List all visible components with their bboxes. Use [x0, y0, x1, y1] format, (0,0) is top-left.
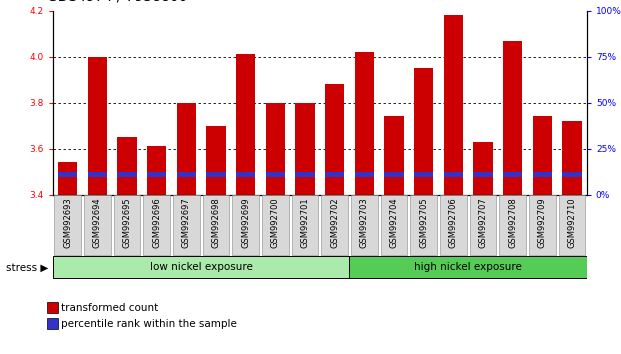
- Bar: [473, 172, 492, 177]
- Text: GSM992698: GSM992698: [212, 198, 220, 249]
- FancyBboxPatch shape: [350, 256, 587, 279]
- Bar: [503, 172, 522, 177]
- Bar: [88, 172, 107, 177]
- Bar: [325, 84, 344, 195]
- Text: GSM992705: GSM992705: [419, 198, 428, 249]
- Bar: [117, 172, 137, 177]
- Text: GSM992703: GSM992703: [360, 198, 369, 249]
- FancyBboxPatch shape: [529, 195, 556, 255]
- FancyBboxPatch shape: [84, 195, 111, 255]
- Text: GSM992704: GSM992704: [389, 198, 399, 249]
- Bar: [296, 172, 315, 177]
- Bar: [147, 172, 166, 177]
- Bar: [384, 116, 404, 195]
- Bar: [325, 172, 344, 177]
- FancyBboxPatch shape: [262, 195, 289, 255]
- Text: low nickel exposure: low nickel exposure: [150, 262, 253, 272]
- FancyBboxPatch shape: [53, 256, 350, 279]
- Bar: [266, 103, 285, 195]
- FancyBboxPatch shape: [232, 195, 259, 255]
- Text: stress ▶: stress ▶: [6, 262, 48, 272]
- Bar: [355, 52, 374, 195]
- Bar: [414, 172, 433, 177]
- FancyBboxPatch shape: [440, 195, 467, 255]
- Bar: [563, 121, 582, 195]
- Bar: [296, 103, 315, 195]
- Bar: [563, 172, 582, 177]
- Bar: [533, 172, 552, 177]
- Bar: [176, 103, 196, 195]
- Bar: [443, 172, 463, 177]
- Text: GSM992697: GSM992697: [182, 198, 191, 249]
- Bar: [414, 68, 433, 195]
- Text: high nickel exposure: high nickel exposure: [414, 262, 522, 272]
- Text: GSM992708: GSM992708: [508, 198, 517, 249]
- Bar: [176, 172, 196, 177]
- Text: percentile rank within the sample: percentile rank within the sample: [61, 319, 237, 329]
- Bar: [355, 172, 374, 177]
- Bar: [88, 57, 107, 195]
- Text: GSM992700: GSM992700: [271, 198, 280, 249]
- FancyBboxPatch shape: [499, 195, 526, 255]
- Bar: [443, 15, 463, 195]
- Bar: [266, 172, 285, 177]
- Text: GSM992693: GSM992693: [63, 198, 72, 249]
- FancyBboxPatch shape: [202, 195, 229, 255]
- FancyBboxPatch shape: [351, 195, 378, 255]
- Text: GSM992709: GSM992709: [538, 198, 547, 249]
- Bar: [236, 54, 255, 195]
- Bar: [58, 162, 77, 195]
- Text: transformed count: transformed count: [61, 303, 159, 313]
- FancyBboxPatch shape: [559, 195, 586, 255]
- Bar: [473, 142, 492, 195]
- Text: GDS4974 / 7938800: GDS4974 / 7938800: [47, 0, 187, 4]
- FancyBboxPatch shape: [292, 195, 319, 255]
- Bar: [147, 146, 166, 195]
- Text: GSM992701: GSM992701: [301, 198, 309, 249]
- FancyBboxPatch shape: [54, 195, 81, 255]
- FancyBboxPatch shape: [410, 195, 437, 255]
- FancyBboxPatch shape: [114, 195, 140, 255]
- Text: GSM992707: GSM992707: [479, 198, 487, 249]
- Text: GSM992696: GSM992696: [152, 198, 161, 249]
- Bar: [503, 40, 522, 195]
- FancyBboxPatch shape: [469, 195, 496, 255]
- Bar: [206, 172, 225, 177]
- Text: GSM992710: GSM992710: [568, 198, 576, 249]
- FancyBboxPatch shape: [381, 195, 407, 255]
- Bar: [236, 172, 255, 177]
- Bar: [533, 116, 552, 195]
- Bar: [117, 137, 137, 195]
- Text: GSM992694: GSM992694: [93, 198, 102, 249]
- FancyBboxPatch shape: [143, 195, 170, 255]
- Bar: [58, 172, 77, 177]
- Text: GSM992702: GSM992702: [330, 198, 339, 249]
- Text: GSM992699: GSM992699: [241, 198, 250, 249]
- Bar: [206, 126, 225, 195]
- FancyBboxPatch shape: [173, 195, 200, 255]
- Bar: [384, 172, 404, 177]
- FancyBboxPatch shape: [321, 195, 348, 255]
- Text: GSM992706: GSM992706: [449, 198, 458, 249]
- Text: GSM992695: GSM992695: [122, 198, 132, 249]
